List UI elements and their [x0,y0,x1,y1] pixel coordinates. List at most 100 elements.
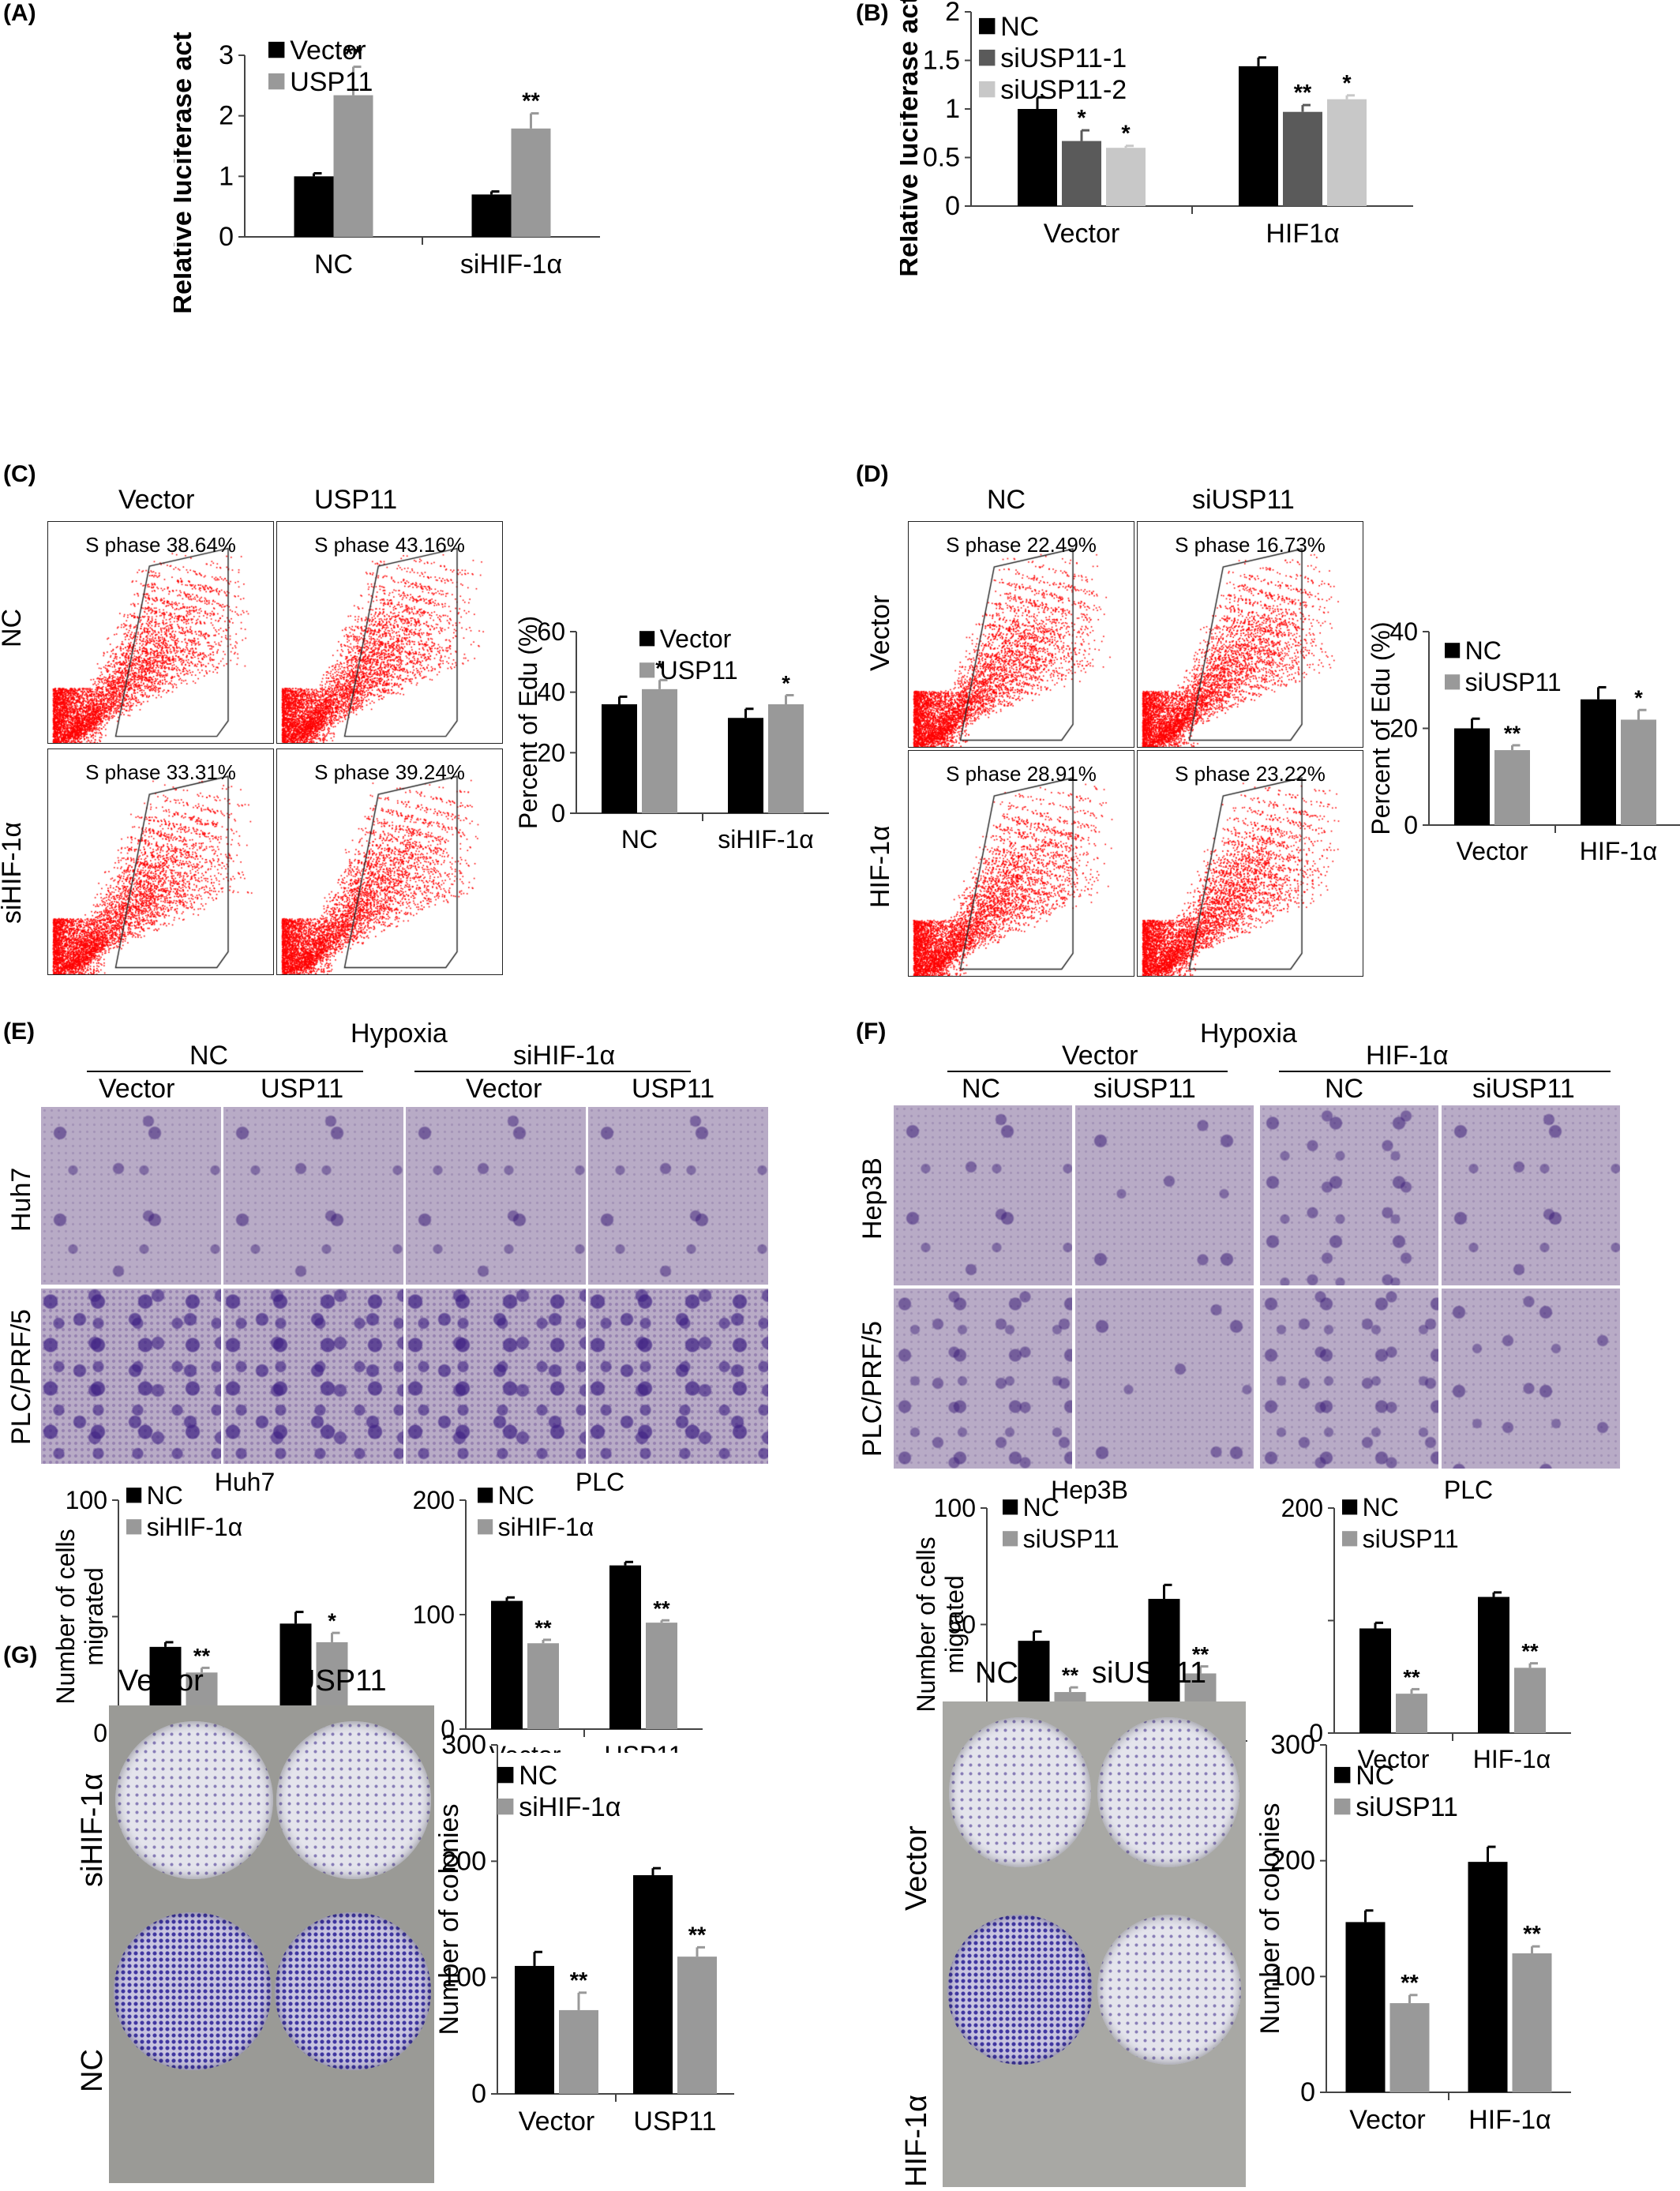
micrograph [406,1289,586,1464]
col-label-f: siUSP11 [1472,1074,1575,1104]
bar [1494,750,1530,825]
colony-well [1097,1915,1241,2065]
legend-swatch [639,631,655,647]
bar [1359,1628,1391,1733]
flow-plot: S phase 22.49% [908,521,1134,748]
legend-swatch [1445,674,1461,690]
row-label-f: PLC/PRF/5 [857,1321,887,1457]
gate-label: S phase 16.73% [1175,533,1326,557]
y-tick-label: 200 [1281,1494,1323,1522]
bar [1478,1596,1509,1733]
significance-mark: ** [688,1923,707,1948]
x-tick-label: Vector [519,2107,594,2137]
group-underline [414,1071,691,1072]
y-tick-label: 0 [1404,811,1418,839]
y-tick-label: 200 [1270,1846,1315,1876]
significance-mark: ** [1401,1971,1419,1996]
legend-swatch [1334,1766,1351,1784]
micrograph [406,1107,586,1285]
x-tick-label: siHIF-1α [718,825,814,854]
y-tick-label: 40 [1389,617,1418,646]
y-tick-label: 2 [945,0,960,27]
panel-label-e: (E) [3,1019,35,1045]
group-underline [1279,1071,1611,1072]
y-tick-label: 0.5 [923,143,960,173]
gate-label: S phase 39.24% [314,760,465,784]
y-axis-label-text: Relative luciferase activity [900,0,924,277]
x-tick-label: HIF-1α [1580,837,1658,865]
group-label-f: Vector [1062,1041,1138,1071]
x-tick-label: HIF-1α [1468,2105,1551,2135]
y-tick-label: 100 [413,1600,455,1629]
bar [471,194,512,237]
legend-swatch [478,1488,493,1503]
row-label-f: Hep3B [857,1157,887,1240]
significance-mark: ** [1504,721,1521,745]
bar [642,688,677,813]
bar [1389,2003,1430,2092]
bar [515,1965,554,2094]
y-axis-label: Number of colonies [434,1804,464,2035]
legend-swatch [979,17,996,35]
chart-migration-plc-e: PLC 0 100 200 ** Vector ** USP11 NC siHIF-1α [413,1469,703,1753]
y-tick-label: 60 [537,617,565,646]
y-tick-label: 0 [441,1715,455,1743]
y-tick-label: 2 [219,101,234,131]
y-tick-label: 300 [1270,1730,1315,1760]
y-axis-label-text: Percent of Edu (%) [514,616,542,829]
legend-label: NC [498,1481,534,1510]
x-tick-label: NC [314,249,353,280]
bar [1327,99,1367,206]
y-tick-label: 20 [537,738,565,767]
bar [602,704,637,813]
gate-label: S phase 22.49% [946,533,1097,557]
micrograph [1442,1105,1620,1285]
y-tick-label: 100 [1270,1961,1315,1991]
y-axis-label: Number of cellsmigrated [51,1529,108,1704]
bar [1062,141,1101,206]
y-tick-label: 3 [219,40,234,70]
colony-well [947,1915,1093,2065]
significance-mark: * [782,671,790,696]
gate-label: S phase 43.16% [314,533,465,557]
bar [1454,728,1490,825]
y-tick-label: 100 [66,1486,107,1514]
legend-label: NC [1363,1493,1399,1521]
legend-label: USP11 [660,656,738,685]
micrograph [588,1107,768,1285]
y-axis-label-text: Number of colonies [434,1804,464,2035]
x-tick-label: Vector [1358,1745,1430,1773]
bar [646,1623,677,1729]
bar [728,718,763,813]
bar [1581,699,1616,825]
x-tick-label: Vector [1349,2105,1425,2135]
colony-well [949,1717,1091,1867]
flow-plot: S phase 39.24% [276,748,503,975]
bar [677,1957,717,2094]
bar [768,704,804,813]
group-underline [87,1071,363,1072]
y-axis-label-text: Number of cellsmigrated [51,1529,108,1704]
legend-label: siUSP11 [1465,668,1562,696]
gate-label: S phase 23.22% [1175,762,1326,786]
micrograph [223,1107,403,1285]
col-label-e: Vector [99,1074,175,1104]
panel-label-b: (B) [856,0,889,26]
x-tick-label: USP11 [604,1741,682,1753]
significance-mark: * [655,655,664,680]
legend-label: USP11 [290,67,373,97]
micrograph [1260,1105,1438,1285]
legend-swatch [1342,1499,1358,1515]
legend-swatch [497,1766,514,1784]
legend-swatch [979,81,996,98]
legend-swatch [478,1519,493,1535]
legend-label: NC [1023,1493,1059,1521]
chart-title: Huh7 [215,1469,276,1496]
flow-plot: S phase 23.22% [1137,750,1363,977]
panel-label-d: (D) [856,461,889,487]
micrograph [588,1289,768,1464]
bar [609,1565,641,1729]
y-tick-label: 1 [945,94,960,124]
y-tick-label: 100 [441,1963,486,1993]
x-tick-label: siHIF-1α [460,249,562,280]
